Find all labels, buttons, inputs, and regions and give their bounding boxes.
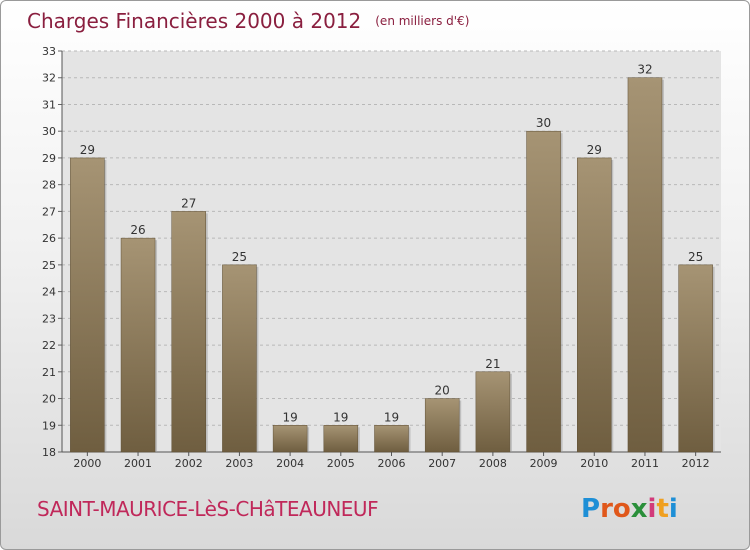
chart-subtitle: (en milliers d'€)	[375, 14, 470, 28]
bar-value-label: 21	[485, 357, 500, 371]
y-tick-label: 24	[42, 286, 56, 299]
y-tick-label: 28	[42, 179, 56, 192]
bar	[577, 157, 612, 453]
x-tick-label: 2006	[378, 457, 406, 470]
y-tick-label: 25	[42, 259, 56, 272]
y-tick-label: 31	[42, 98, 56, 111]
y-tick-label: 32	[42, 72, 56, 85]
bar-value-label: 29	[587, 143, 602, 157]
y-tick-label: 18	[42, 446, 56, 459]
x-tick-label: 2011	[631, 457, 659, 470]
y-tick-label: 29	[42, 152, 56, 165]
bar	[70, 157, 105, 453]
x-tick-label: 2010	[580, 457, 608, 470]
x-tick-label: 2008	[479, 457, 507, 470]
commune-name: SAINT-MAURICE-LèS-CHâTEAUNEUF	[37, 497, 379, 521]
bar-value-label: 27	[181, 196, 196, 210]
bar-value-label: 19	[384, 410, 399, 424]
y-tick-label: 19	[42, 419, 56, 432]
y-tick-label: 20	[42, 393, 56, 406]
bar	[171, 211, 206, 453]
bar	[627, 77, 663, 453]
x-tick-label: 2003	[225, 457, 253, 470]
y-tick-label: 22	[42, 339, 56, 352]
plot-area	[62, 51, 721, 452]
x-tick-label: 2012	[682, 457, 710, 470]
bar	[374, 425, 409, 453]
x-tick-label: 2007	[428, 457, 456, 470]
y-tick-label: 21	[42, 366, 56, 379]
bar-value-label: 25	[232, 250, 247, 264]
y-tick-label: 33	[42, 45, 56, 58]
y-tick-label: 30	[42, 125, 56, 138]
bar	[526, 130, 561, 453]
bar-value-label: 32	[637, 63, 652, 77]
bar-value-label: 25	[688, 250, 703, 264]
chart-title: Charges Financières 2000 à 2012 (en milli…	[27, 9, 469, 33]
bar	[424, 398, 460, 453]
bar-value-label: 26	[130, 223, 145, 237]
bar-value-label: 19	[282, 410, 297, 424]
x-tick-label: 2002	[175, 457, 203, 470]
bar	[222, 264, 257, 453]
bar	[120, 237, 156, 453]
svg-text:Proxiti: Proxiti	[581, 494, 678, 523]
bar	[475, 371, 511, 453]
bar-value-label: 29	[80, 143, 95, 157]
bar	[272, 425, 308, 453]
y-tick-label: 26	[42, 232, 56, 245]
x-tick-label: 2000	[73, 457, 101, 470]
bar-chart: 18 19 20 21 22 23 24 25 26 27 28 29 30 31 32 33 29 2000 26…	[42, 45, 721, 470]
bar	[323, 425, 359, 453]
y-tick-label: 27	[42, 205, 56, 218]
x-tick-label: 2004	[276, 457, 304, 470]
bar-value-label: 30	[536, 116, 551, 130]
x-tick-label: 2009	[530, 457, 558, 470]
x-tick-label: 2001	[124, 457, 152, 470]
bar-value-label: 20	[435, 384, 450, 398]
y-tick-label: 23	[42, 312, 56, 325]
chart-title-text: Charges Financières 2000 à 2012	[27, 9, 362, 33]
bar	[678, 264, 713, 453]
proxiti-logo: Proxiti	[581, 494, 678, 523]
bar-value-label: 19	[333, 410, 348, 424]
x-tick-label: 2005	[327, 457, 355, 470]
